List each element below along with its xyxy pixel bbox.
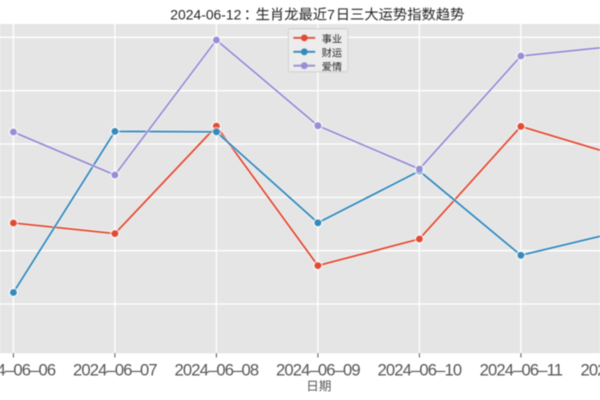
svg-text:2024–06–08: 2024–06–08 xyxy=(175,361,259,380)
svg-text:2024-06-12: 2024-06-12 xyxy=(170,6,241,22)
svg-text:2024–06–11: 2024–06–11 xyxy=(480,361,563,380)
svg-text:2024–06–09: 2024–06–09 xyxy=(276,361,360,380)
svg-text:2024–06–07: 2024–06–07 xyxy=(73,361,157,380)
svg-text:2024–06–06: 2024–06–06 xyxy=(0,361,56,380)
svg-text:2024–06–10: 2024–06–10 xyxy=(378,361,462,380)
svg-text:2024–06–12: 2024–06–12 xyxy=(581,361,600,380)
svg-text:7: 7 xyxy=(327,6,335,22)
